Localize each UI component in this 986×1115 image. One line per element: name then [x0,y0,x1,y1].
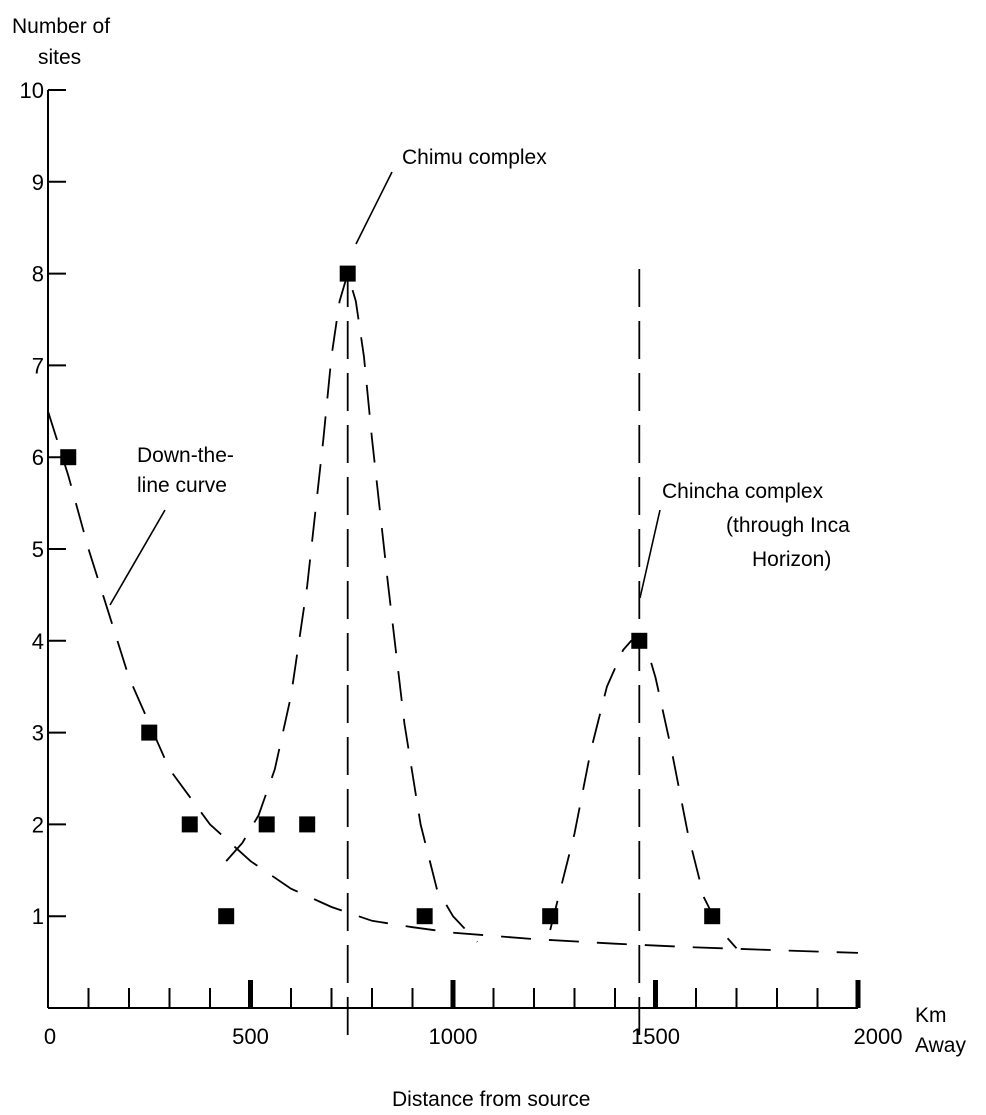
data-point [141,724,158,741]
x-tick-label: 0 [44,1024,56,1049]
x-tick-label: 1500 [631,1024,680,1049]
y-tick-label: 3 [32,721,44,746]
axes: 1 2 3 4 5 6 7 8 9 10 0 500 1000 1500 2000 Km Away [20,78,967,1057]
labels: Number of Distance from source sites Down… [12,15,850,1111]
data-point [60,449,77,466]
y-tick-label: 7 [32,353,44,378]
y-tick-label: 4 [32,629,44,654]
y-tick-label: 8 [32,262,44,287]
annotation-leader-line [639,509,661,599]
y-axis-label-line-1: Number of [12,15,110,38]
annotation-text: Horizon) [752,548,831,571]
y-tick-label: 2 [32,812,44,837]
x-unit-label: Km [915,1004,947,1027]
data-point [218,908,235,925]
data-point [542,908,559,925]
annotation-text: line curve [137,474,227,497]
data-point [631,632,648,649]
x-tick-label: 2000 [854,1024,903,1049]
y-tick-label: 1 [32,904,44,929]
dashed-curve [225,270,478,943]
annotation-leader-line [355,171,393,245]
annotation-text: Chincha complex [662,480,824,503]
y-tick-label: 9 [32,170,44,195]
data-point [258,816,275,833]
dashed-curve [47,411,859,954]
dashed-curve [549,639,738,949]
curves [47,269,859,1048]
x-axis-label: Distance from source [392,1088,590,1111]
x-tick-label: 1000 [429,1024,478,1049]
annotation-text: Chimu complex [402,146,547,169]
data-point [181,816,198,833]
y-tick-label: 5 [32,537,44,562]
annotation-leader-line [109,509,166,606]
y-tick-label: 6 [32,445,44,470]
data-point [416,908,433,925]
x-unit-label: Away [915,1034,966,1057]
x-tick-label: 500 [232,1024,269,1049]
data-point [299,816,316,833]
annotation-text: Down-the- [137,444,234,467]
data-markers [60,265,721,925]
y-tick-label: 10 [20,78,44,103]
data-point [704,908,721,925]
data-point [339,265,356,282]
annotation-text: (through Inca [726,514,850,537]
y-axis-label-line-2: sites [38,46,81,69]
